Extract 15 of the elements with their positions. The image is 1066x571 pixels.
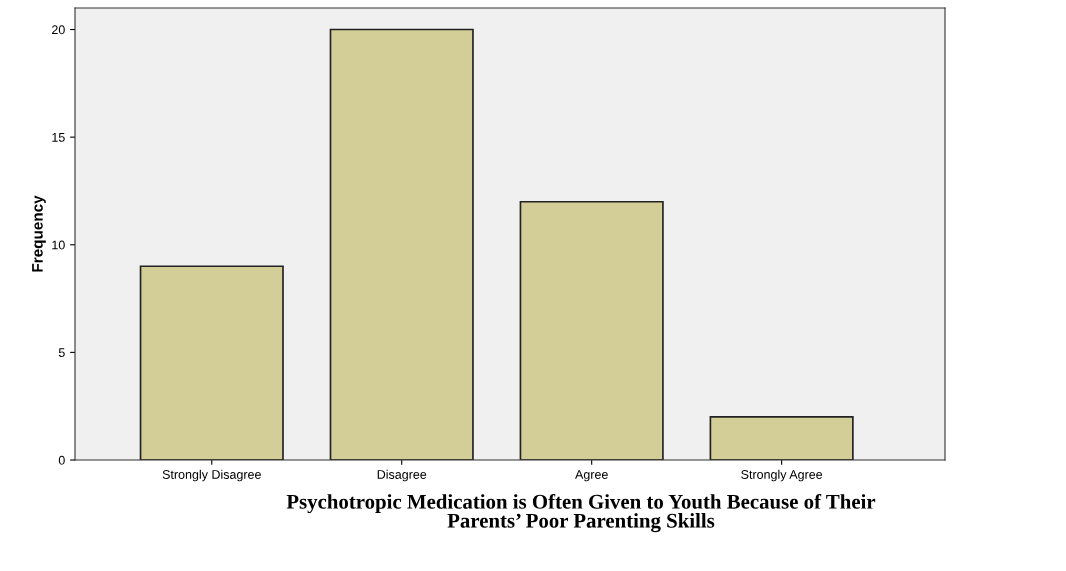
- bar: [519, 200, 664, 460]
- y-tick-label: 0: [58, 455, 65, 465]
- y-tick-label: 20: [52, 25, 65, 35]
- y-tick-label: 5: [58, 348, 65, 358]
- bar: [139, 265, 284, 460]
- x-tick-label: Disagree: [377, 469, 427, 482]
- x-tick-label: Strongly Agree: [741, 469, 823, 482]
- bar: [709, 416, 854, 460]
- text: Psychotropic Medication is Often Given to Youth Because of Their Parents’ Poor Parenting Skills: [286, 493, 876, 533]
- bar: [329, 28, 474, 460]
- x-tick-label: Agree: [575, 470, 608, 482]
- y-tick-label: 10: [52, 240, 65, 250]
- x-tick-label: Strongly Disagree: [162, 469, 261, 482]
- y-axis-title: Frequency: [32, 195, 46, 272]
- y-tick-label: 15: [52, 133, 65, 142]
